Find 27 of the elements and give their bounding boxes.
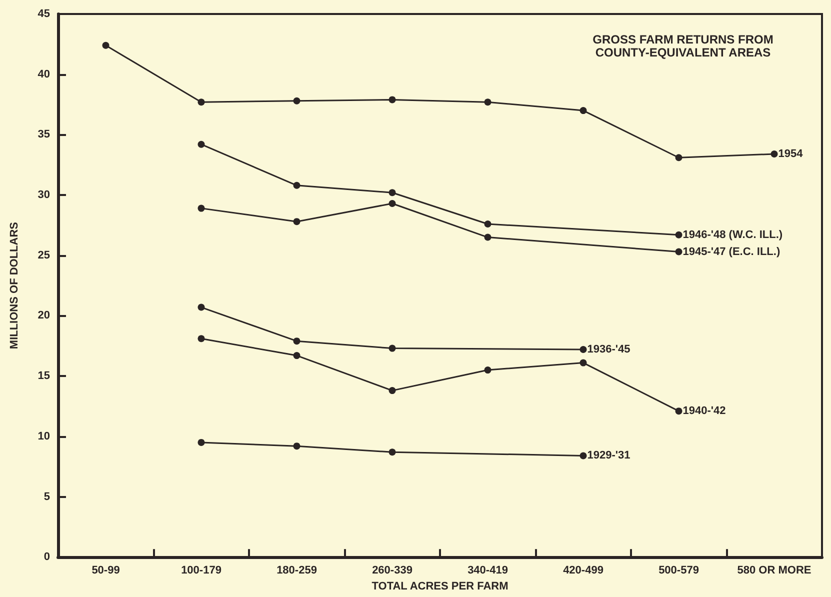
x-tick-label: 500-579 [658, 564, 699, 577]
x-tick-label: 50-99 [92, 564, 120, 577]
series-label: 1945-'47 (E.C. ILL.) [682, 246, 780, 258]
x-tick-label: 260-339 [372, 564, 412, 577]
text: GROSS FARM RETURNS FROM COUNTY-EQUIVALENT AREAS [592, 32, 774, 60]
y-tick-label: 15 [38, 370, 50, 382]
series-label: 1929-'31 [587, 450, 630, 462]
y-tick-label: 25 [38, 249, 50, 262]
x-tick-label: 340-419 [468, 564, 508, 577]
y-tick-label: 40 [38, 68, 50, 80]
y-tick-label: 10 [38, 430, 50, 442]
series-label: 1946-'48 (W.C. ILL.) [682, 228, 783, 241]
series-label: 1936-'45 [587, 344, 630, 356]
series-label: 1954 [778, 148, 804, 160]
y-tick-label: 45 [38, 8, 50, 20]
y-tick-label: 35 [38, 128, 50, 141]
y-axis-title: MILLIONS OF DOLLARS [8, 222, 20, 350]
y-tick-label: 20 [38, 310, 50, 322]
y-tick-label: 5 [44, 490, 50, 503]
x-tick-label: 420-499 [563, 564, 604, 577]
x-tick-label: 580 OR MORE [737, 564, 812, 577]
x-tick-label: 100-179 [181, 564, 222, 577]
x-tick-label: 180-259 [276, 564, 317, 577]
series-label: 1940-'42 [682, 405, 726, 418]
y-tick-label: 0 [44, 551, 50, 564]
y-tick-label: 30 [38, 189, 50, 202]
x-axis-title: TOTAL ACRES PER FARM [372, 580, 508, 592]
